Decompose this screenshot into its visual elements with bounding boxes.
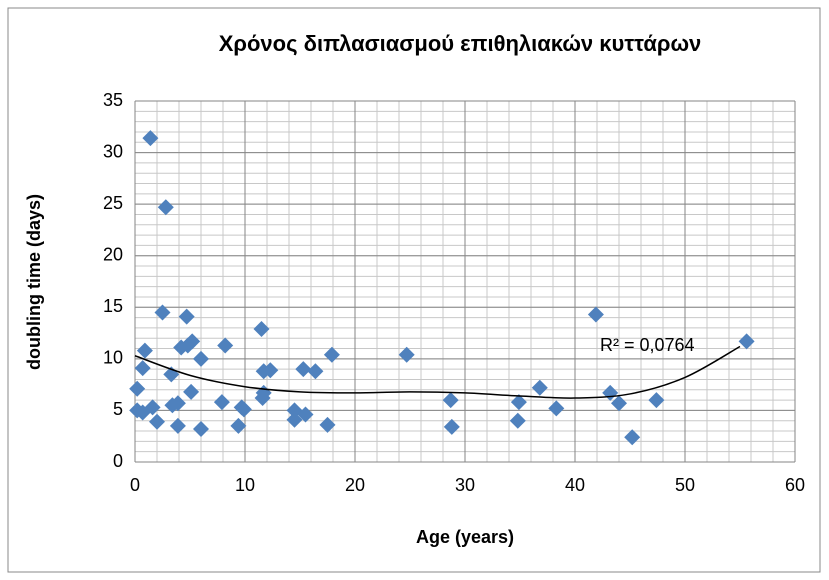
x-tick-label: 0 <box>130 475 140 495</box>
point <box>230 417 247 434</box>
point <box>169 395 186 412</box>
y-tick-label: 35 <box>103 90 123 110</box>
point <box>323 346 340 363</box>
point <box>297 406 314 423</box>
marks <box>129 130 755 446</box>
point <box>157 199 174 216</box>
point <box>738 333 755 350</box>
point <box>510 394 527 411</box>
x-tick-label: 40 <box>565 475 585 495</box>
chart-title: Χρόνος διπλασιασμού επιθηλιακών κυττάρων <box>219 31 702 56</box>
grid <box>134 100 796 463</box>
y-tick-label: 5 <box>113 399 123 419</box>
point <box>217 337 234 354</box>
point <box>531 379 548 396</box>
trendline <box>134 345 741 399</box>
point <box>262 362 279 379</box>
x-axis-title: Age (years) <box>416 527 514 547</box>
x-tick-label: 10 <box>235 475 255 495</box>
point <box>142 130 159 147</box>
point <box>307 363 324 380</box>
point <box>548 400 565 417</box>
point <box>235 401 252 418</box>
y-tick-label: 25 <box>103 193 123 213</box>
y-tick-label: 30 <box>103 141 123 161</box>
y-tick-label: 0 <box>113 451 123 471</box>
point <box>509 412 526 429</box>
y-axis-title: doubling time (days) <box>24 194 44 370</box>
y-tick-label: 15 <box>103 296 123 316</box>
point <box>254 390 271 407</box>
point <box>169 417 186 434</box>
point <box>286 411 303 428</box>
point <box>193 420 209 437</box>
x-tick-label: 60 <box>785 475 805 495</box>
point <box>184 333 201 350</box>
point <box>149 413 165 430</box>
point <box>144 399 161 416</box>
point <box>624 429 641 446</box>
point <box>183 383 200 400</box>
y-tick-label: 20 <box>103 244 123 264</box>
point <box>134 360 151 377</box>
point <box>136 342 153 359</box>
x-tick-label: 20 <box>345 475 365 495</box>
point <box>398 346 415 363</box>
y-tick-label: 10 <box>103 348 123 368</box>
x-tick-label: 50 <box>675 475 695 495</box>
point <box>129 380 146 397</box>
point <box>213 394 230 411</box>
point <box>443 418 460 435</box>
point <box>587 306 604 323</box>
point <box>193 350 209 367</box>
point <box>648 392 665 409</box>
point <box>178 308 195 325</box>
x-tick-label: 30 <box>455 475 475 495</box>
annotation: R² = 0,0764 <box>600 335 695 355</box>
point <box>154 304 171 321</box>
point <box>319 416 336 433</box>
point <box>253 320 270 337</box>
point <box>295 361 312 378</box>
point <box>442 392 459 409</box>
point <box>611 395 627 412</box>
